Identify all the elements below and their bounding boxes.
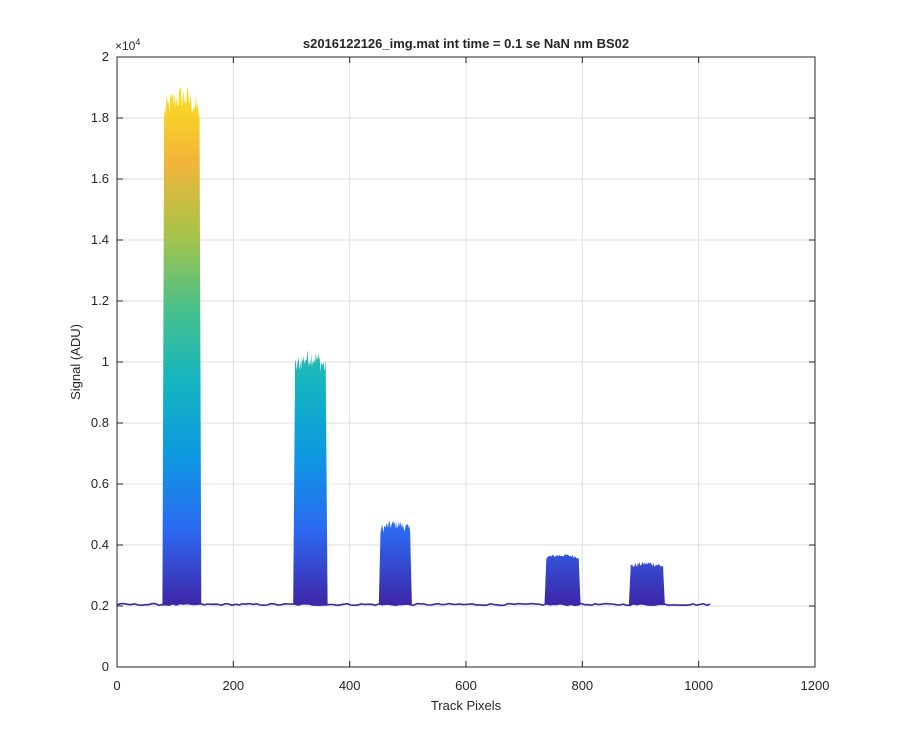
y-tick-label: 0.4 <box>91 537 109 552</box>
baseline-trace <box>116 602 711 607</box>
x-tick-label: 800 <box>571 678 593 693</box>
x-axis-label: Track Pixels <box>431 698 502 713</box>
y-tick-label: 1 <box>102 354 109 369</box>
signal-peak <box>378 520 412 605</box>
y-axis-ticks: 0 0.2 0.4 0.6 0.8 1 1.2 1.4 1.6 1.8 2 <box>91 49 815 674</box>
x-tick-label: 0 <box>113 678 120 693</box>
y-axis-label: Signal (ADU) <box>68 324 83 400</box>
x-axis-ticks: 0 200 400 600 800 1000 1200 <box>113 57 829 693</box>
x-tick-label: 600 <box>455 678 477 693</box>
chart-title: s2016122126_img.mat int time = 0.1 se Na… <box>303 36 629 51</box>
x-tick-label: 200 <box>222 678 244 693</box>
y-tick-label: 1.4 <box>91 232 109 247</box>
signal-peak <box>544 554 581 605</box>
grid <box>117 57 815 667</box>
y-exponent-power: 4 <box>135 37 140 47</box>
y-tick-label: 0.6 <box>91 476 109 491</box>
y-tick-label: 1.8 <box>91 110 109 125</box>
signal-peak <box>162 87 202 605</box>
y-tick-label: 0.8 <box>91 415 109 430</box>
y-tick-label: 1.6 <box>91 171 109 186</box>
x-tick-label: 400 <box>339 678 361 693</box>
y-tick-label: 1.2 <box>91 293 109 308</box>
x-tick-label: 1000 <box>684 678 713 693</box>
signal-peak <box>293 349 328 605</box>
y-tick-label: 0.2 <box>91 598 109 613</box>
y-tick-label: 2 <box>102 49 109 64</box>
data-series <box>162 87 665 605</box>
x-tick-label: 1200 <box>801 678 830 693</box>
y-exponent-label: ×104 <box>115 37 140 53</box>
signal-peak <box>628 561 665 605</box>
y-tick-label: 0 <box>102 659 109 674</box>
